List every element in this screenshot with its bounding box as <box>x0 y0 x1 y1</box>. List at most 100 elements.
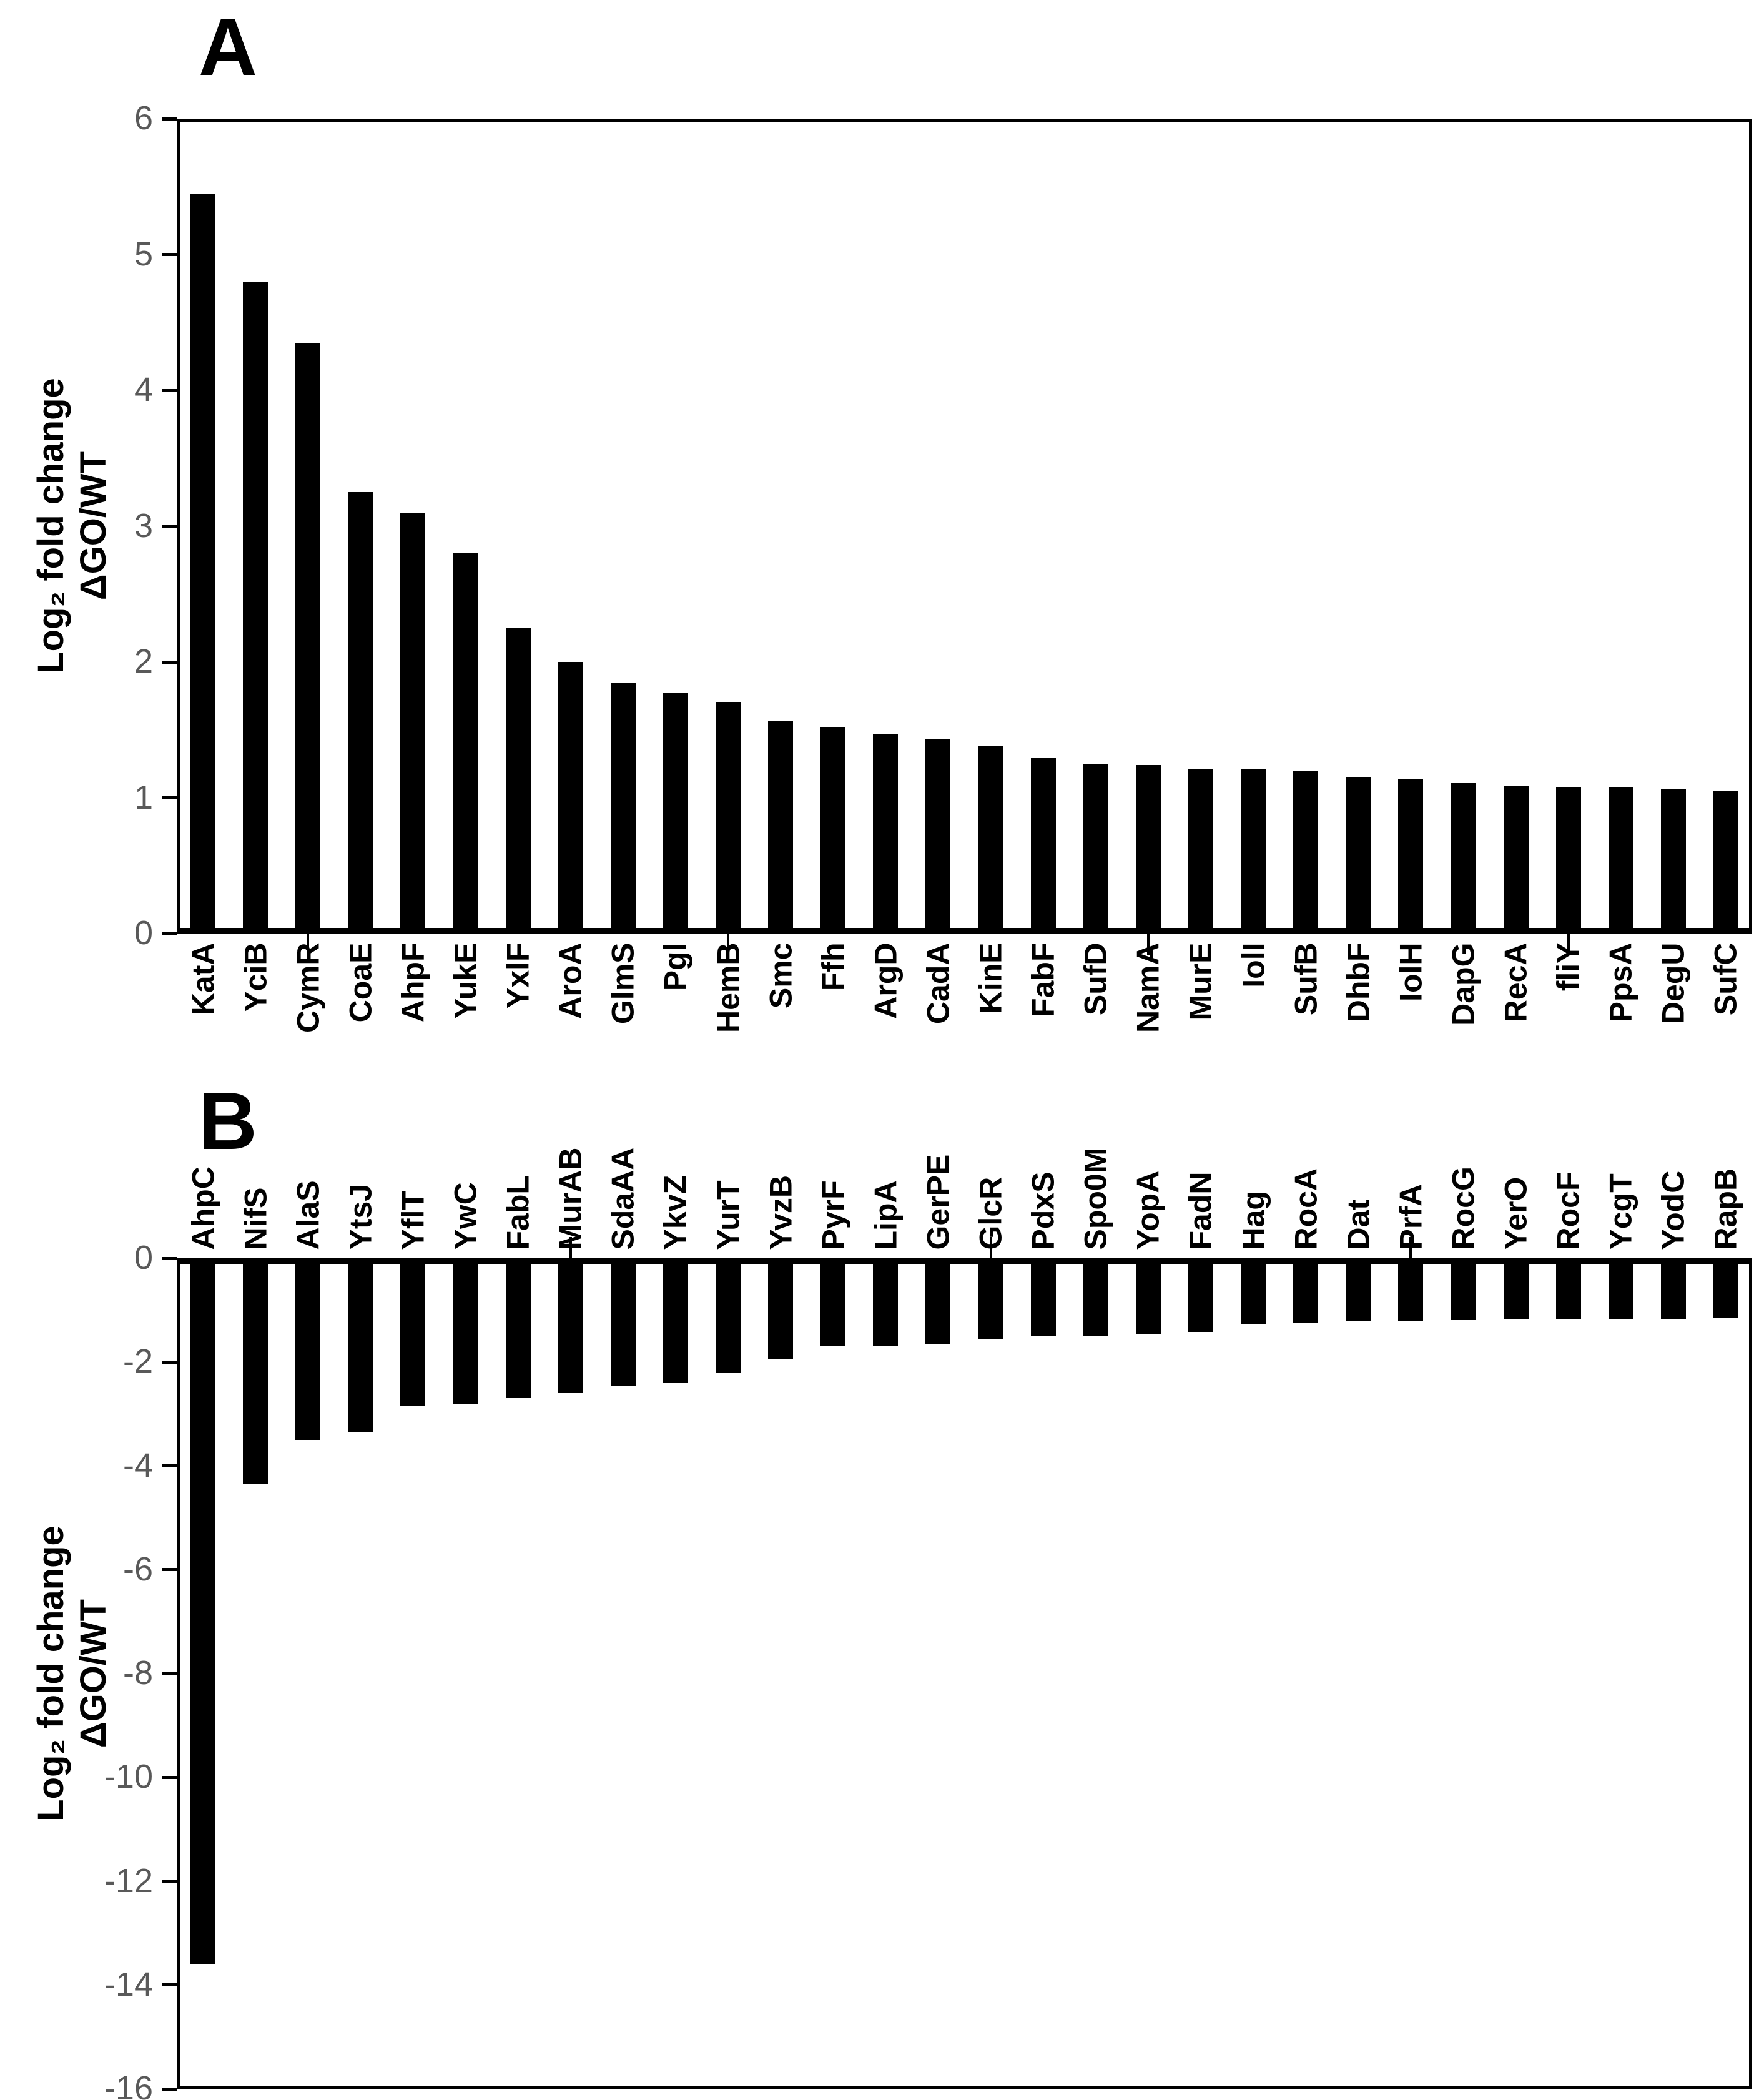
category-label-YurT: YurT <box>711 1180 746 1250</box>
category-label-YukE: YukE <box>448 942 483 1019</box>
category-label-RapB: RapB <box>1708 1168 1743 1250</box>
category-label-NamA: NamA <box>1130 942 1166 1033</box>
category-label-YopA: YopA <box>1130 1170 1166 1250</box>
bar-RocG <box>1451 1258 1476 1320</box>
y-axis-tick-label: 5 <box>134 235 153 273</box>
category-label-YerO: YerO <box>1498 1176 1534 1250</box>
bar-Spo0M <box>1083 1258 1108 1336</box>
panel-a-label: A <box>199 1 257 92</box>
bar-YvzB <box>768 1258 794 1360</box>
category-label-NifS: NifS <box>238 1187 273 1250</box>
category-label-CymR: CymR <box>290 942 326 1033</box>
category-label-RocA: RocA <box>1288 1168 1324 1250</box>
bar-YkvZ <box>663 1258 688 1383</box>
y-axis-tick-mark <box>162 1775 177 1779</box>
bar-NamA <box>1135 765 1161 934</box>
category-label-GerPE: GerPE <box>920 1154 956 1250</box>
bar-KatA <box>190 193 216 934</box>
panel-b-label: B <box>199 1075 257 1166</box>
bar-PrfA <box>1398 1258 1424 1321</box>
y-axis-tick-label: 1 <box>134 778 153 816</box>
category-label-RecA: RecA <box>1498 942 1534 1022</box>
bar-YwC <box>453 1258 478 1404</box>
bar-CoaE <box>348 492 373 934</box>
y-axis-tick-mark <box>162 660 177 664</box>
category-label-Pgl: Pgl <box>658 942 693 991</box>
bar-FabL <box>505 1258 531 1399</box>
category-label-IolI: IolI <box>1236 942 1271 988</box>
bar-YxlF <box>505 628 531 934</box>
bar-DapG <box>1451 782 1476 934</box>
category-label-YvzB: YvzB <box>763 1175 799 1250</box>
category-label-AhpC: AhpC <box>185 1166 221 1250</box>
category-axis-tick-mark <box>727 934 730 955</box>
bar-SufB <box>1293 771 1319 934</box>
y-axis-tick-mark <box>162 1983 177 1987</box>
category-label-YcgT: YcgT <box>1603 1173 1638 1250</box>
category-label-LipA: LipA <box>868 1180 904 1250</box>
category-label-SufB: SufB <box>1288 942 1324 1015</box>
bar-YukE <box>453 553 478 934</box>
bar-Hag <box>1241 1258 1266 1325</box>
bar-YodC <box>1660 1258 1686 1319</box>
category-label-YtsJ: YtsJ <box>343 1183 378 1250</box>
y-axis-tick-mark <box>162 1464 177 1467</box>
category-axis-tick-mark <box>569 1237 572 1258</box>
category-label-GlcR: GlcR <box>973 1176 1008 1250</box>
category-label-GlmS: GlmS <box>605 942 641 1024</box>
y-axis-tick-label: -4 <box>122 1446 153 1484</box>
category-label-HemB: HemB <box>711 942 746 1033</box>
category-label-MurAB: MurAB <box>553 1147 588 1250</box>
bar-YtsJ <box>348 1258 373 1432</box>
bar-IolI <box>1241 769 1266 934</box>
panel-b-plot-area <box>177 1258 1752 2089</box>
y-axis-tick-mark <box>162 388 177 392</box>
category-label-AhpF: AhpF <box>395 942 431 1022</box>
bar-AlaS <box>295 1258 321 1440</box>
bar-PpsA <box>1608 787 1633 934</box>
bar-DegU <box>1660 789 1686 934</box>
y-axis-tick-label: 2 <box>134 643 153 680</box>
y-axis-tick-mark <box>162 932 177 935</box>
category-label-PrfA: PrfA <box>1393 1183 1429 1250</box>
bar-KinE <box>978 746 1003 934</box>
y-axis-tick-mark <box>162 1360 177 1364</box>
y-axis-tick-label: -2 <box>122 1343 153 1381</box>
category-label-PdxS: PdxS <box>1025 1171 1061 1250</box>
bar-PyrF <box>820 1258 846 1347</box>
bar-Pgl <box>663 693 688 934</box>
category-label-DegU: DegU <box>1655 942 1691 1024</box>
y-axis-tick-mark <box>162 1672 177 1675</box>
category-label-KinE: KinE <box>973 942 1008 1013</box>
panel-b: B Log₂ fold change ΔGO/WT 0 -2 -4 -6 -8 -10 -1… <box>0 1062 1764 2100</box>
bar-SufD <box>1083 764 1108 934</box>
y-axis-tick-mark <box>162 1568 177 1572</box>
category-label-YxlF: YxlF <box>500 942 536 1008</box>
y-axis-tick-mark <box>162 117 177 121</box>
category-label-FabF: FabF <box>1025 942 1061 1017</box>
bar-YflT <box>400 1258 426 1406</box>
bar-GerPE <box>925 1258 951 1344</box>
category-label-CadA: CadA <box>920 942 956 1024</box>
panel-a: A Log₂ fold change ΔGO/WT 6 5 4 3 2 1 0 KatA Yci… <box>31 1 1752 1032</box>
category-label-PpsA: PpsA <box>1603 942 1638 1022</box>
category-label-CoaE: CoaE <box>343 942 378 1022</box>
category-label-DhbF: DhbF <box>1341 942 1376 1022</box>
category-axis-tick-mark <box>1409 1237 1412 1258</box>
bar-RecA <box>1503 785 1529 934</box>
bar-Dat <box>1346 1258 1371 1322</box>
y-axis-tick-mark <box>162 2087 177 2091</box>
bar-MurAB <box>558 1258 583 1394</box>
bar-GlmS <box>610 682 636 934</box>
category-label-Hag: Hag <box>1236 1190 1271 1250</box>
bar-HemB <box>716 702 741 934</box>
y-axis-tick-label: -8 <box>122 1654 153 1692</box>
category-label-YwC: YwC <box>448 1181 483 1250</box>
category-axis-tick-mark <box>307 934 310 955</box>
bar-YciB <box>243 282 269 934</box>
y-axis-tick-label: 4 <box>134 371 153 408</box>
bar-ArgD <box>873 734 899 934</box>
bar-YopA <box>1135 1258 1161 1334</box>
y-axis-tick-mark <box>162 253 177 256</box>
category-label-AroA: AroA <box>553 942 588 1019</box>
